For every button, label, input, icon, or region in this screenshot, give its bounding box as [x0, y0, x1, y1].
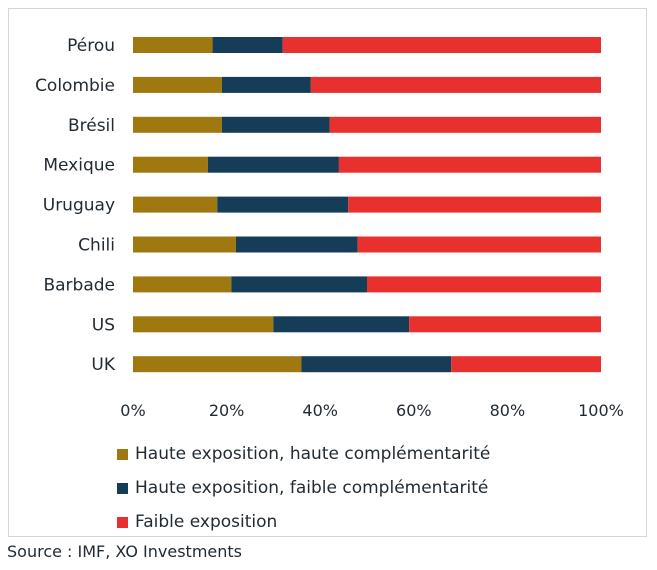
- bar-segment: [221, 116, 330, 133]
- x-tick-label: 80%: [490, 401, 526, 420]
- bar-segment: [273, 316, 410, 333]
- bar-segment: [217, 196, 349, 213]
- bar-segment: [231, 276, 367, 293]
- category-label: Barbade: [43, 275, 115, 295]
- bar-segment: [409, 316, 601, 333]
- category-label: Brésil: [68, 116, 115, 136]
- legend-item: Haute exposition, faible complémentarité: [117, 471, 490, 505]
- legend-swatch: [117, 448, 128, 460]
- bar-segment: [310, 76, 601, 93]
- bar-segment: [133, 76, 222, 93]
- bar-segment: [207, 156, 339, 173]
- legend: Haute exposition, haute complémentarité H…: [117, 437, 490, 539]
- bar-segment: [133, 356, 302, 373]
- bar-segment: [133, 316, 274, 333]
- source-note: Source : IMF, XO Investments: [7, 542, 242, 561]
- legend-item: Haute exposition, haute complémentarité: [117, 437, 490, 471]
- bar-segment: [367, 276, 601, 293]
- x-tick-label: 100%: [578, 401, 624, 420]
- category-label: Pérou: [67, 36, 115, 56]
- bar-segment: [133, 196, 218, 213]
- legend-swatch: [117, 482, 128, 494]
- chart-frame: Pérou Colombie Brésil Mexique Uruguay Chili Ba…: [8, 8, 647, 537]
- x-tick-label: 0%: [120, 401, 145, 420]
- bar-segment: [133, 116, 222, 133]
- bar-segment: [212, 37, 283, 53]
- category-label: UK: [91, 355, 115, 375]
- bar-segment: [133, 37, 213, 53]
- legend-item: Faible exposition: [117, 505, 490, 539]
- bar-segment: [282, 37, 601, 53]
- bar-segment: [133, 236, 236, 253]
- bar-segment: [301, 356, 452, 373]
- x-tick-label: 60%: [396, 401, 432, 420]
- bar-segment: [348, 196, 601, 213]
- bar-segment: [133, 276, 232, 293]
- category-label: Colombie: [35, 76, 115, 96]
- bar-segment: [329, 116, 601, 133]
- bar-segment: [451, 356, 601, 373]
- legend-swatch: [117, 516, 128, 528]
- stacked-bar-chart: Pérou Colombie Brésil Mexique Uruguay Chili Ba…: [35, 36, 624, 420]
- legend-label: Haute exposition, faible complémentarité: [135, 478, 489, 498]
- legend-label: Faible exposition: [135, 512, 278, 532]
- bar-segment: [338, 156, 601, 173]
- x-tick-label: 40%: [302, 401, 338, 420]
- bar-segment: [221, 76, 311, 93]
- category-label: Mexique: [43, 156, 115, 176]
- bar-segment: [357, 236, 601, 253]
- category-label: US: [92, 315, 115, 335]
- bar-segment: [235, 236, 358, 253]
- category-label: Uruguay: [43, 196, 115, 216]
- x-tick-label: 20%: [209, 401, 245, 420]
- legend-label: Haute exposition, haute complémentarité: [135, 444, 491, 464]
- bar-segment: [133, 156, 208, 173]
- category-label: Chili: [78, 236, 115, 256]
